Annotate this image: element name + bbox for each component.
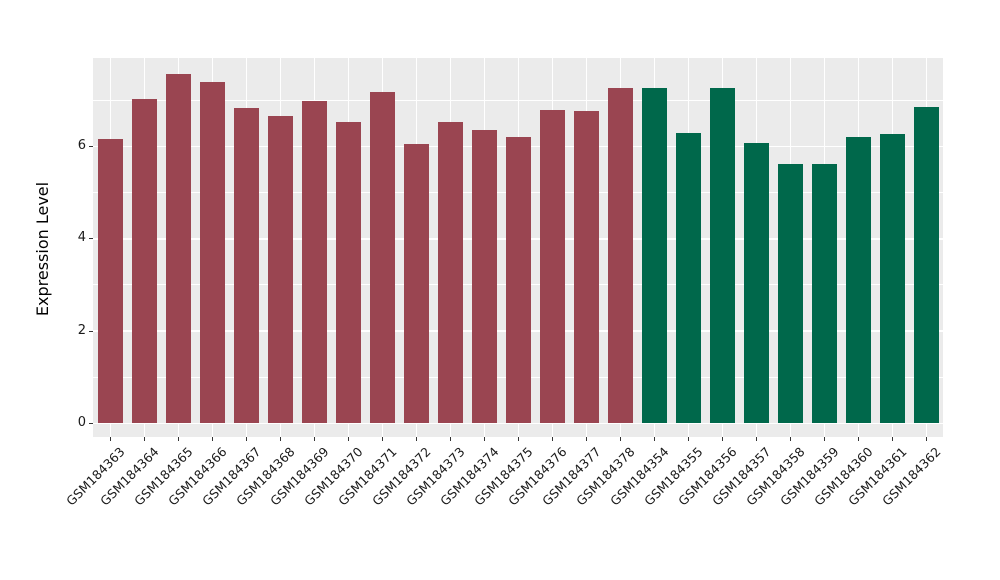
x-tick-mark xyxy=(450,437,451,441)
x-tick-mark xyxy=(178,437,179,441)
x-tick-mark xyxy=(110,437,111,441)
bar-GSM184354 xyxy=(641,87,667,423)
bar-GSM184372 xyxy=(403,144,429,423)
bar-GSM184361 xyxy=(879,133,905,423)
major-gridline xyxy=(93,422,943,425)
x-tick-mark xyxy=(212,437,213,441)
bar-GSM184360 xyxy=(845,136,871,423)
x-tick-mark xyxy=(926,437,927,441)
y-tick-label: 4 xyxy=(77,230,86,246)
bar-GSM184371 xyxy=(369,91,395,423)
x-tick-mark xyxy=(314,437,315,441)
y-axis-title: Expression Level xyxy=(33,181,52,317)
bar-GSM184366 xyxy=(199,81,225,423)
bar-GSM184363 xyxy=(97,138,123,423)
x-tick-mark xyxy=(858,437,859,441)
x-tick-mark xyxy=(756,437,757,441)
bar-GSM184376 xyxy=(539,109,565,423)
x-tick-mark xyxy=(348,437,349,441)
y-tick-label: 2 xyxy=(77,322,86,338)
x-tick-mark xyxy=(416,437,417,441)
y-tick-mark xyxy=(89,330,93,332)
bar-GSM184362 xyxy=(913,107,939,423)
bar-GSM184375 xyxy=(505,136,531,423)
bar-GSM184368 xyxy=(267,115,293,423)
bar-GSM184365 xyxy=(165,73,191,423)
x-tick-mark xyxy=(790,437,791,441)
y-tick-label: 6 xyxy=(77,137,86,153)
x-tick-mark xyxy=(484,437,485,441)
bar-GSM184357 xyxy=(743,143,769,423)
bar-GSM184367 xyxy=(233,107,259,423)
x-tick-mark xyxy=(144,437,145,441)
x-tick-mark xyxy=(892,437,893,441)
x-tick-mark xyxy=(824,437,825,441)
x-tick-mark xyxy=(246,437,247,441)
bar-GSM184359 xyxy=(811,163,837,423)
y-tick-mark xyxy=(89,145,93,147)
x-tick-mark xyxy=(688,437,689,441)
x-tick-mark xyxy=(518,437,519,441)
bar-GSM184356 xyxy=(709,87,735,423)
x-tick-mark xyxy=(382,437,383,441)
y-tick-mark xyxy=(89,238,93,240)
bar-GSM184370 xyxy=(335,121,361,423)
minor-gridline xyxy=(93,99,943,101)
x-tick-mark xyxy=(552,437,553,441)
y-tick-mark xyxy=(89,423,93,424)
bar-GSM184378 xyxy=(607,87,633,423)
bar-GSM184358 xyxy=(777,164,803,423)
bar-GSM184374 xyxy=(471,129,497,423)
bar-GSM184369 xyxy=(301,100,327,423)
y-tick-label: 0 xyxy=(77,415,86,430)
x-tick-mark xyxy=(586,437,587,441)
plot-panel xyxy=(93,58,943,437)
x-tick-mark xyxy=(280,437,281,441)
x-tick-mark xyxy=(620,437,621,441)
x-tick-mark xyxy=(722,437,723,441)
x-tick-mark xyxy=(654,437,655,441)
bar-GSM184355 xyxy=(675,132,701,423)
bar-GSM184377 xyxy=(573,110,599,423)
bar-GSM184364 xyxy=(131,99,157,423)
bar-GSM184373 xyxy=(437,121,463,423)
